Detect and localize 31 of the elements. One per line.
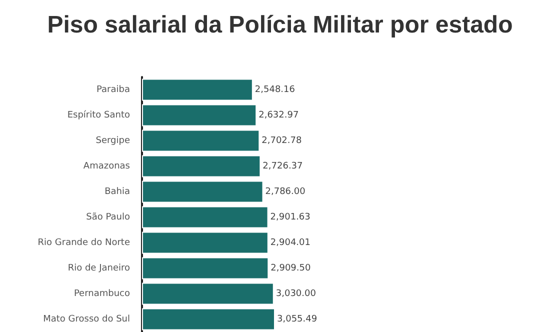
bar <box>142 206 268 228</box>
bar <box>142 130 260 152</box>
y-tick-label: Mato Grosso do Sul <box>43 314 130 324</box>
y-tick-label: Rio Grande do Norte <box>38 238 130 248</box>
bar <box>142 78 253 101</box>
bar <box>142 308 275 330</box>
y-tick-label: São Paulo <box>86 212 130 222</box>
data-label: 2,702.78 <box>262 136 302 146</box>
data-label: 2,901.63 <box>270 212 310 222</box>
y-tick-label: Sergipe <box>96 136 130 146</box>
data-label: 2,786.00 <box>265 186 306 197</box>
bar <box>142 180 264 203</box>
y-tick-label: Paraiba <box>96 84 130 95</box>
data-label: 2,726.37 <box>262 161 303 172</box>
bar <box>142 257 269 280</box>
bar <box>142 155 261 178</box>
y-tick-label: Espírito Santo <box>67 109 130 120</box>
y-tick-label: Rio de Janeiro <box>68 263 130 274</box>
data-label: 3,030.00 <box>276 288 316 299</box>
data-label: 2,909.50 <box>270 263 311 274</box>
bar <box>142 282 274 305</box>
data-label: 2,548.16 <box>254 84 296 95</box>
chart-title: Piso salarial da Polícia Militar por estado <box>47 12 513 38</box>
y-tick-label: Amazonas <box>83 161 130 172</box>
data-label: 2,632.97 <box>258 110 299 120</box>
data-label: 3,055.49 <box>277 314 318 324</box>
y-tick-label: Bahia <box>104 186 130 197</box>
bar <box>142 232 268 254</box>
data-label: 2,904.01 <box>270 238 310 248</box>
y-tick-label: Pernambuco <box>74 288 130 299</box>
bar <box>142 104 257 126</box>
